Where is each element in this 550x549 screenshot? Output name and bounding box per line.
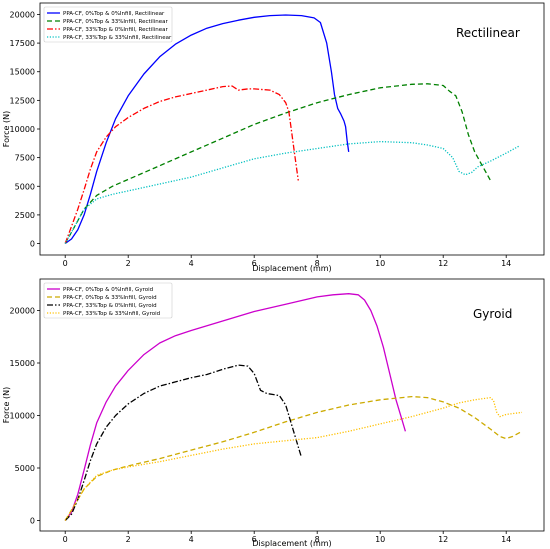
x-tick-label: 8 — [315, 259, 320, 268]
legend-entry: PPA-CF, 33%Top & 33%Infill, Rectilinear — [63, 35, 172, 41]
x-tick-label: 12 — [438, 259, 448, 268]
series-line-4 — [64, 140, 520, 244]
series-line-1 — [64, 293, 407, 521]
x-tick-label: 10 — [375, 259, 385, 268]
series-line-3 — [64, 85, 299, 244]
x-tick-label: 14 — [501, 535, 511, 544]
series-line-1 — [64, 14, 350, 245]
x-tick-label: 8 — [315, 535, 320, 544]
x-tick-label: 12 — [438, 535, 448, 544]
plot-frame — [39, 278, 545, 532]
y-tick-label: 5000 — [15, 182, 35, 191]
gyroid-chart-panel: Gyroid Displacement (mm) Force (N) 0 2 4 6 8… — [2, 278, 545, 548]
x-tick-label: 4 — [189, 535, 194, 544]
y-tick-label: 15000 — [10, 68, 35, 77]
y-tick-label: 0 — [30, 240, 35, 249]
x-tick-label: 14 — [501, 259, 511, 268]
legend — [43, 6, 173, 43]
y-axis-label: Force (N) — [2, 387, 11, 423]
legend-entry: PPA-CF, 0%Top & 0%Infill, Gyroid — [63, 287, 153, 293]
y-tick-label: 20000 — [10, 307, 35, 316]
legend-entry: PPA-CF, 33%Top & 33%Infill, Gyroid — [63, 311, 160, 317]
x-axis-label: Displacement (mm) — [252, 264, 331, 273]
legend-entry: PPA-CF, 0%Top & 0%Infill, Rectilinear — [63, 11, 165, 17]
series-line-3 — [64, 364, 303, 521]
y-tick-label: 5000 — [15, 464, 35, 473]
y-tick-label: 10000 — [10, 125, 35, 134]
legend-entry: PPA-CF, 0%Top & 33%Infill, Rectilinear — [63, 19, 169, 25]
rectilinear-chart-panel: Rectilinear Displacement (mm) Force (N) … — [2, 2, 545, 273]
x-tick-label: 0 — [63, 259, 68, 268]
y-tick-label: 12500 — [10, 96, 35, 105]
x-tick-label: 6 — [252, 535, 257, 544]
x-axis-label: Displacement (mm) — [252, 539, 331, 548]
y-tick-label: 0 — [30, 517, 35, 526]
x-tick-label: 2 — [126, 535, 131, 544]
x-tick-label: 10 — [375, 535, 385, 544]
legend-entry: PPA-CF, 33%Top & 0%Infill, Rectilinear — [63, 27, 169, 33]
y-tick-label: 20000 — [10, 10, 35, 19]
legend-entry: PPA-CF, 33%Top & 0%Infill, Gyroid — [63, 303, 157, 309]
chart-annotation: Gyroid — [473, 307, 512, 321]
chart-annotation: Rectilinear — [456, 26, 520, 40]
series-line-2 — [64, 83, 492, 244]
x-tick-label: 0 — [63, 535, 68, 544]
y-axis-label: Force (N) — [2, 111, 11, 147]
y-tick-label: 2500 — [15, 211, 35, 220]
legend-entry: PPA-CF, 0%Top & 33%Infill, Gyroid — [63, 295, 157, 301]
y-tick-label: 10000 — [10, 412, 35, 421]
series-line-2 — [64, 395, 523, 521]
y-tick-label: 15000 — [10, 359, 35, 368]
y-tick-label: 17500 — [10, 39, 35, 48]
x-tick-label: 4 — [189, 259, 194, 268]
x-tick-label: 6 — [252, 259, 257, 268]
x-tick-label: 2 — [126, 259, 131, 268]
series-line-4 — [64, 396, 523, 521]
legend — [43, 282, 173, 319]
y-tick-label: 7500 — [15, 154, 35, 163]
